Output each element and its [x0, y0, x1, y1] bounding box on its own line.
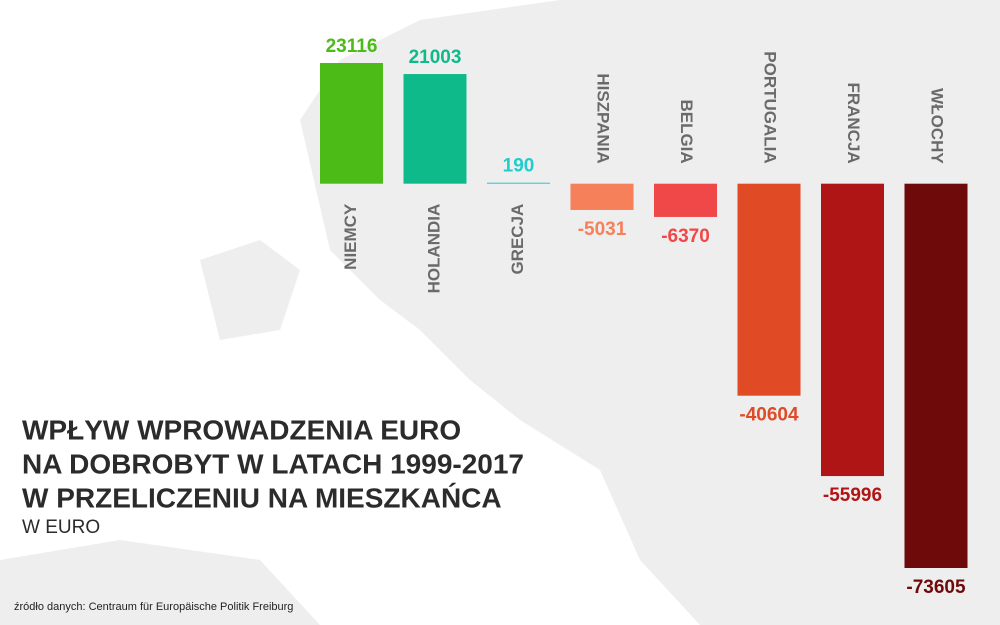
chart-title: W PRZELICZENIU NA MIESZKAŃCA	[22, 482, 502, 513]
bar	[654, 183, 717, 217]
chart-title: WPŁYW WPROWADZENIA EURO	[22, 414, 461, 445]
category-label: HOLANDIA	[424, 204, 443, 294]
title-block: WPŁYW WPROWADZENIA EURO NA DOBROBYT W LA…	[14, 414, 524, 613]
category-label: GRECJA	[508, 204, 527, 275]
value-label: 190	[503, 156, 535, 177]
chart-subtitle: W EURO	[22, 517, 100, 538]
source-note: źródło danych: Centraum für Europäische …	[14, 601, 293, 613]
bar	[487, 182, 550, 184]
bar	[570, 183, 634, 210]
bar	[821, 183, 884, 477]
value-label: -40604	[739, 405, 799, 426]
category-label: WŁOCHY	[928, 88, 947, 164]
chart-title: NA DOBROBYT W LATACH 1999-2017	[22, 448, 524, 479]
value-label: -73605	[906, 577, 966, 598]
category-label: HISZPANIA	[594, 73, 613, 163]
category-label: PORTUGALIA	[761, 51, 780, 163]
bar	[904, 183, 968, 568]
category-label: FRANCJA	[844, 82, 863, 163]
bar	[737, 183, 801, 396]
value-label: 23116	[326, 36, 378, 57]
bar	[320, 63, 383, 184]
value-label: -55996	[823, 485, 882, 506]
category-label: BELGIA	[677, 99, 696, 163]
bar	[403, 74, 467, 184]
category-label: NIEMCY	[341, 203, 360, 270]
value-label: 21003	[409, 47, 462, 68]
value-label: -5031	[578, 219, 627, 240]
value-label: -6370	[661, 226, 710, 247]
